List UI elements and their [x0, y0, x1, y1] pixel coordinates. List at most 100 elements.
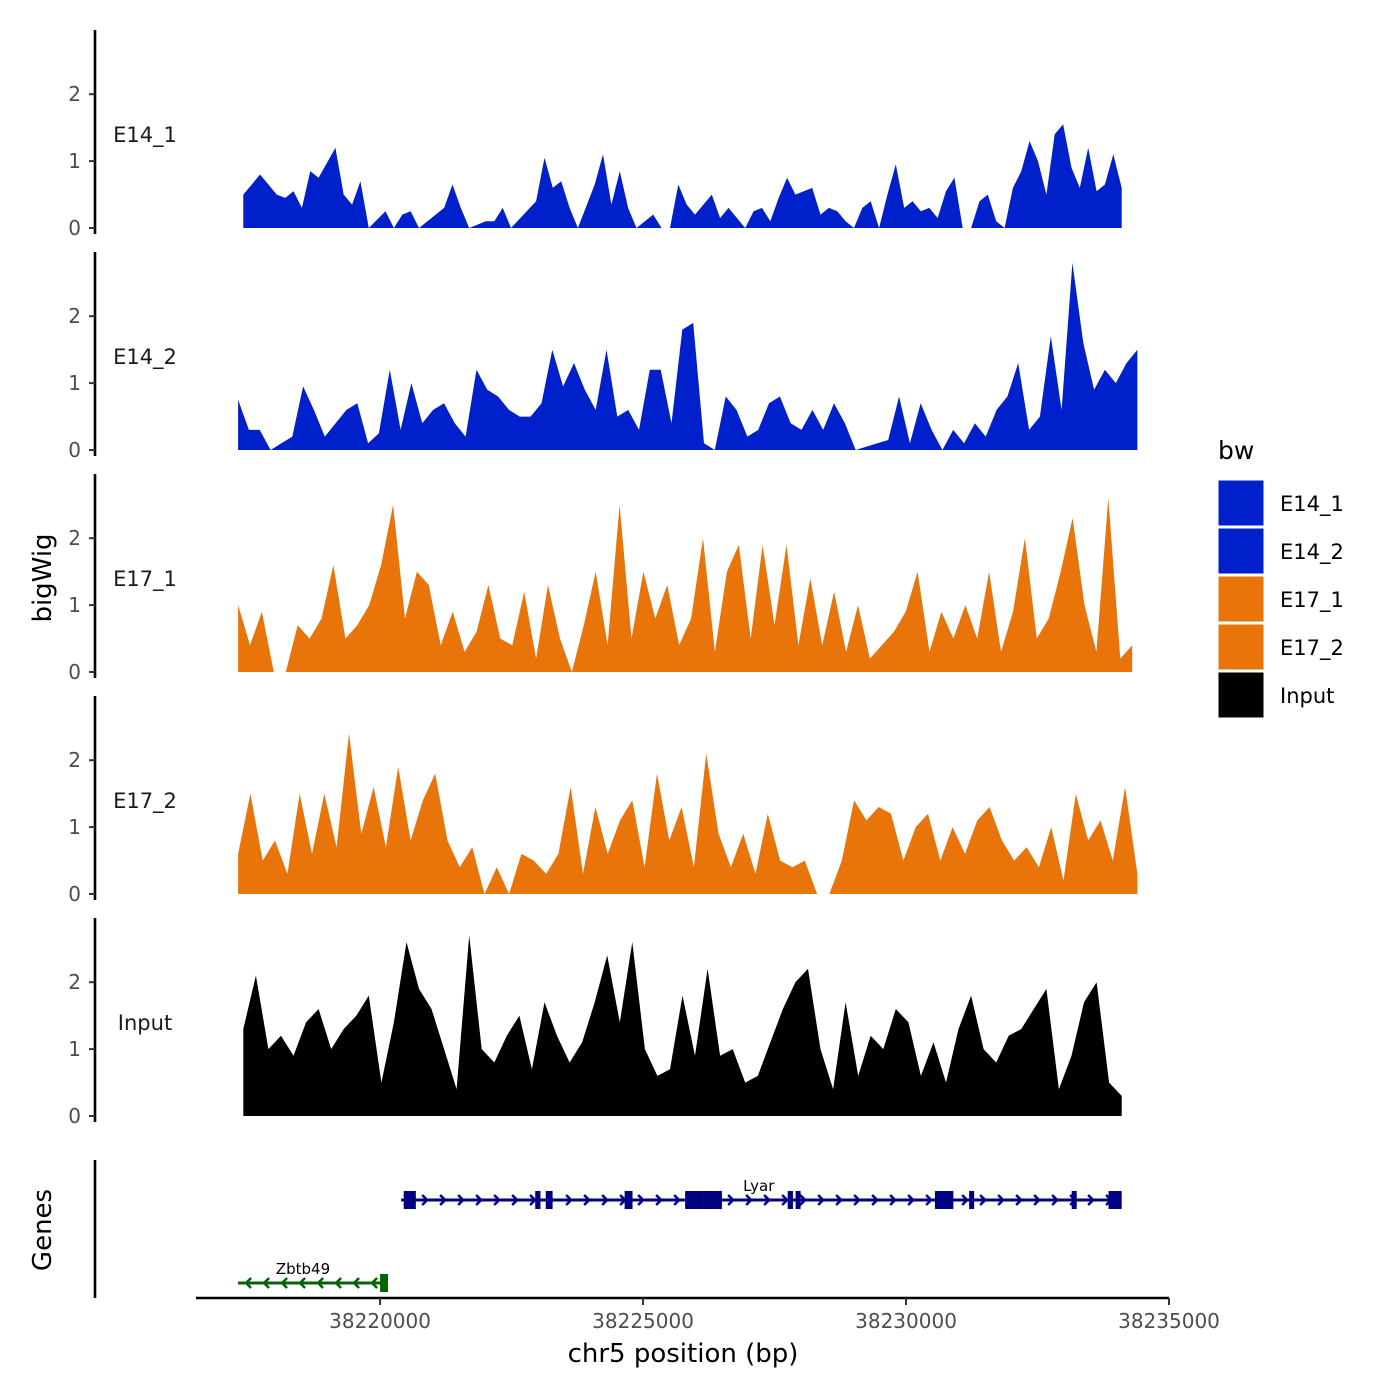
legend-swatch [1217, 479, 1265, 527]
y-tick-label: 0 [68, 882, 81, 906]
y-tick-label: 2 [68, 970, 81, 994]
strand-chevron [673, 1194, 681, 1206]
x-tick-label: 38235000 [1118, 1309, 1220, 1333]
track-label: E17_2 [113, 789, 177, 814]
gene-lyar: Lyar [401, 1177, 1122, 1209]
strand-chevron [961, 1194, 969, 1206]
gene-exon [545, 1191, 553, 1209]
legend-item-input: Input [1217, 671, 1334, 719]
track-label: Input [118, 1011, 172, 1035]
strand-chevron [979, 1194, 987, 1206]
legend-item-e17-2: E17_2 [1217, 623, 1344, 671]
strand-chevron [763, 1194, 771, 1206]
legend-swatch [1217, 623, 1265, 671]
x-axis-title: chr5 position (bp) [568, 1339, 799, 1369]
gene-exon [934, 1191, 954, 1209]
track-label: E14_2 [113, 345, 177, 370]
y-tick-label: 2 [68, 82, 81, 106]
track-e14-2: 0 1 2 E14_2 [68, 252, 1138, 462]
strand-chevron [1033, 1194, 1041, 1206]
gene-exon [787, 1191, 793, 1209]
signal-area [238, 733, 1138, 894]
strand-chevron [334, 1277, 342, 1289]
signal-area [238, 498, 1133, 672]
gene-exon [703, 1191, 722, 1209]
y-tick-label: 1 [68, 149, 81, 173]
y-tick-label: 2 [68, 526, 81, 550]
gene-label: Lyar [743, 1177, 775, 1195]
strand-chevron [439, 1194, 447, 1206]
strand-chevron [583, 1194, 591, 1206]
signal-tracks: 0 1 2 E14_1 0 1 2 E14_2 0 1 2 E17_1 0 1 2 E17_2 0 1 2 Input [68, 30, 1138, 1128]
strand-chevron [655, 1194, 663, 1206]
legend-label: E17_2 [1280, 636, 1344, 661]
strand-chevron [529, 1194, 537, 1206]
y-tick-label: 2 [68, 304, 81, 328]
gene-zbtb49: Zbtb49 [238, 1260, 388, 1292]
gene-exon [624, 1191, 633, 1209]
legend-label: E14_1 [1280, 492, 1344, 517]
y-tick-label: 0 [68, 438, 81, 462]
x-tick-label: 38220000 [329, 1309, 431, 1333]
strand-chevron [799, 1194, 807, 1206]
gene-label: Zbtb49 [276, 1260, 330, 1278]
strand-chevron [1051, 1194, 1059, 1206]
strand-chevron [475, 1194, 483, 1206]
gene-exon [403, 1191, 416, 1209]
gene-exon [1108, 1191, 1122, 1209]
x-axis: 38220000 38225000 38230000 38235000 [196, 1296, 1220, 1333]
legend-swatch [1217, 527, 1265, 575]
y-tick-label: 0 [68, 1104, 81, 1128]
strand-chevron [907, 1194, 915, 1206]
y-axis-title: bigWig [28, 533, 58, 622]
genes-axis-title: Genes [28, 1189, 58, 1271]
signal-area [243, 124, 1122, 228]
strand-chevron [601, 1194, 609, 1206]
strand-chevron [511, 1194, 519, 1206]
y-tick-label: 0 [68, 660, 81, 684]
strand-chevron [421, 1194, 429, 1206]
y-tick-label: 1 [68, 371, 81, 395]
track-e17-2: 0 1 2 E17_2 [68, 696, 1138, 906]
legend-title: bw [1218, 436, 1254, 465]
strand-chevron [262, 1277, 270, 1289]
signal-area [243, 935, 1122, 1116]
y-tick-label: 1 [68, 815, 81, 839]
strand-chevron [997, 1194, 1005, 1206]
strand-chevron [817, 1194, 825, 1206]
legend-label: Input [1280, 684, 1334, 708]
legend-item-e14-1: E14_1 [1217, 479, 1344, 527]
strand-chevron [316, 1277, 324, 1289]
legend-label: E17_1 [1280, 588, 1344, 613]
gene-exon [795, 1191, 801, 1209]
strand-chevron [352, 1277, 360, 1289]
gene-exon [1071, 1191, 1077, 1209]
strand-chevron [493, 1194, 501, 1206]
signal-area [238, 262, 1138, 450]
track-e14-1: 0 1 2 E14_1 [68, 30, 1122, 240]
legend: bw E14_1 E14_2 E17_1 E17_2 Input [1217, 436, 1344, 719]
legend-label: E14_2 [1280, 540, 1344, 565]
y-tick-label: 1 [68, 593, 81, 617]
legend-item-e14-2: E14_2 [1217, 527, 1344, 575]
legend-item-e17-1: E17_1 [1217, 575, 1344, 623]
y-tick-label: 0 [68, 216, 81, 240]
strand-chevron [565, 1194, 573, 1206]
x-tick-label: 38230000 [855, 1309, 957, 1333]
strand-chevron [835, 1194, 843, 1206]
strand-chevron [781, 1194, 789, 1206]
strand-chevron [853, 1194, 861, 1206]
gene-panel: Lyar Zbtb49 [93, 1160, 1122, 1298]
strand-chevron [889, 1194, 897, 1206]
track-e17-1: 0 1 2 E17_1 [68, 474, 1133, 684]
strand-chevron [1087, 1194, 1095, 1206]
gene-exon [685, 1191, 704, 1209]
strand-chevron [637, 1194, 645, 1206]
strand-chevron [727, 1194, 735, 1206]
gene-exon [969, 1191, 975, 1209]
strand-chevron [298, 1277, 306, 1289]
gene-exon [380, 1274, 388, 1292]
y-tick-label: 2 [68, 748, 81, 772]
strand-chevron [1015, 1194, 1023, 1206]
